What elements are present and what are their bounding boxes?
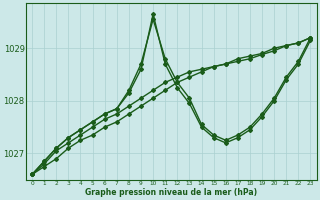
X-axis label: Graphe pression niveau de la mer (hPa): Graphe pression niveau de la mer (hPa) <box>85 188 257 197</box>
